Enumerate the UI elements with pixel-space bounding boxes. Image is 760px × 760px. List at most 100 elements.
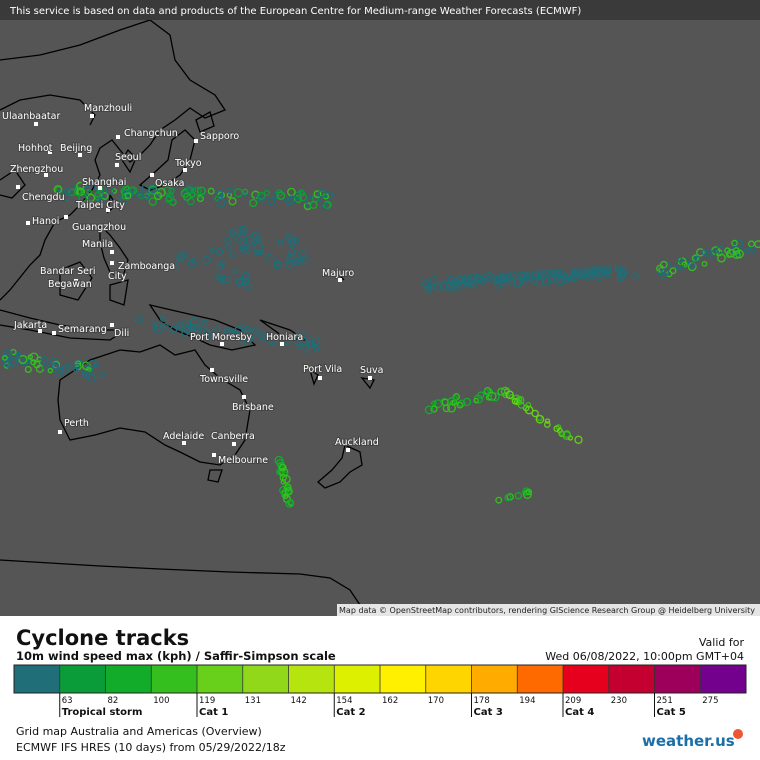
city-dot [115,163,119,167]
track-point [531,409,539,418]
track-point [14,354,21,360]
track-point [515,395,525,405]
city-label: Seoul [115,152,141,163]
track-point [257,191,266,200]
track-point [669,267,677,275]
track-point [162,322,169,330]
track-point [544,418,551,424]
city-dot [64,215,68,219]
track-point [617,272,624,279]
track-point [249,198,258,208]
track-point [297,332,306,341]
scale-tick: 63 [62,696,73,706]
track-point [492,277,500,285]
track-point [710,250,717,257]
track-point [596,275,603,282]
track-point [530,276,539,285]
city-dot [16,185,20,189]
city-dot [110,323,114,327]
track-point [298,336,308,346]
track-point [285,233,294,242]
track-point [535,414,545,424]
track-point [555,424,562,431]
track-point [424,405,434,415]
track-point [560,272,567,279]
track-point [219,276,227,284]
track-point [447,403,457,413]
scale-swatch [242,665,289,693]
track-point [243,326,252,335]
valid-label: Valid for [699,636,745,649]
scale-swatch [608,665,655,693]
track-point [677,256,683,263]
track-point [172,263,179,270]
track-point [288,240,297,249]
track-point [74,360,82,367]
track-point [177,324,183,331]
track-point [189,317,199,327]
track-point [244,282,253,290]
track-point [701,260,708,267]
track-point [299,255,309,265]
track-point [73,367,79,373]
track-point [550,269,558,277]
track-point [251,239,258,246]
track-point [296,343,303,350]
city: Suva [359,364,385,380]
track-point [224,243,233,251]
scale-swatch [197,665,244,693]
track-point [499,273,505,279]
track-point [694,255,701,262]
track-point [111,188,118,194]
track-point [54,367,64,377]
track-point [33,360,41,369]
track-point [281,474,291,484]
track-point [119,194,129,204]
category-label: Tropical storm [62,707,143,718]
track-point [313,190,322,199]
track-point [64,187,72,196]
scale-tick: 131 [245,696,261,706]
track-point [449,280,456,286]
track-point [134,314,144,324]
track-point [53,185,63,194]
track-point [525,488,533,496]
city-dot [183,168,187,172]
track-point [214,195,221,202]
track-point [87,373,97,383]
track-point [260,332,270,342]
track-point [439,281,449,290]
city-label: Majuro [322,268,354,279]
city: Shanghai [81,176,127,190]
city-label: Adelaide [163,431,204,442]
track-point [659,260,668,269]
scale-tick: 178 [474,696,490,706]
track-point [187,259,197,268]
track-point [124,192,132,200]
city: Seoul [114,151,142,167]
track-point [94,191,102,198]
track-point [263,189,271,197]
city-label: Jakarta [13,320,47,331]
category-label: Cat 1 [199,707,228,718]
city-label: Honiara [266,332,303,343]
track-point [293,237,300,244]
track-point [286,256,295,265]
city: Majuro [321,267,355,282]
city: Townsville [198,368,249,386]
track-point [421,279,430,288]
track-point [452,395,458,401]
city: Guangzhou [64,215,127,234]
city-dot [78,153,82,157]
track-point [542,276,552,286]
track-point [98,371,106,378]
city-dot [346,448,350,452]
city-label: Port Vila [303,364,342,375]
track-point [213,331,220,337]
city-label: Melbourne [218,455,268,466]
track-point [306,340,314,349]
track-point [265,253,273,262]
track-point [192,186,202,196]
track-point [82,370,91,379]
footer-line1: Grid map Australia and Americas (Overvie… [16,725,262,738]
